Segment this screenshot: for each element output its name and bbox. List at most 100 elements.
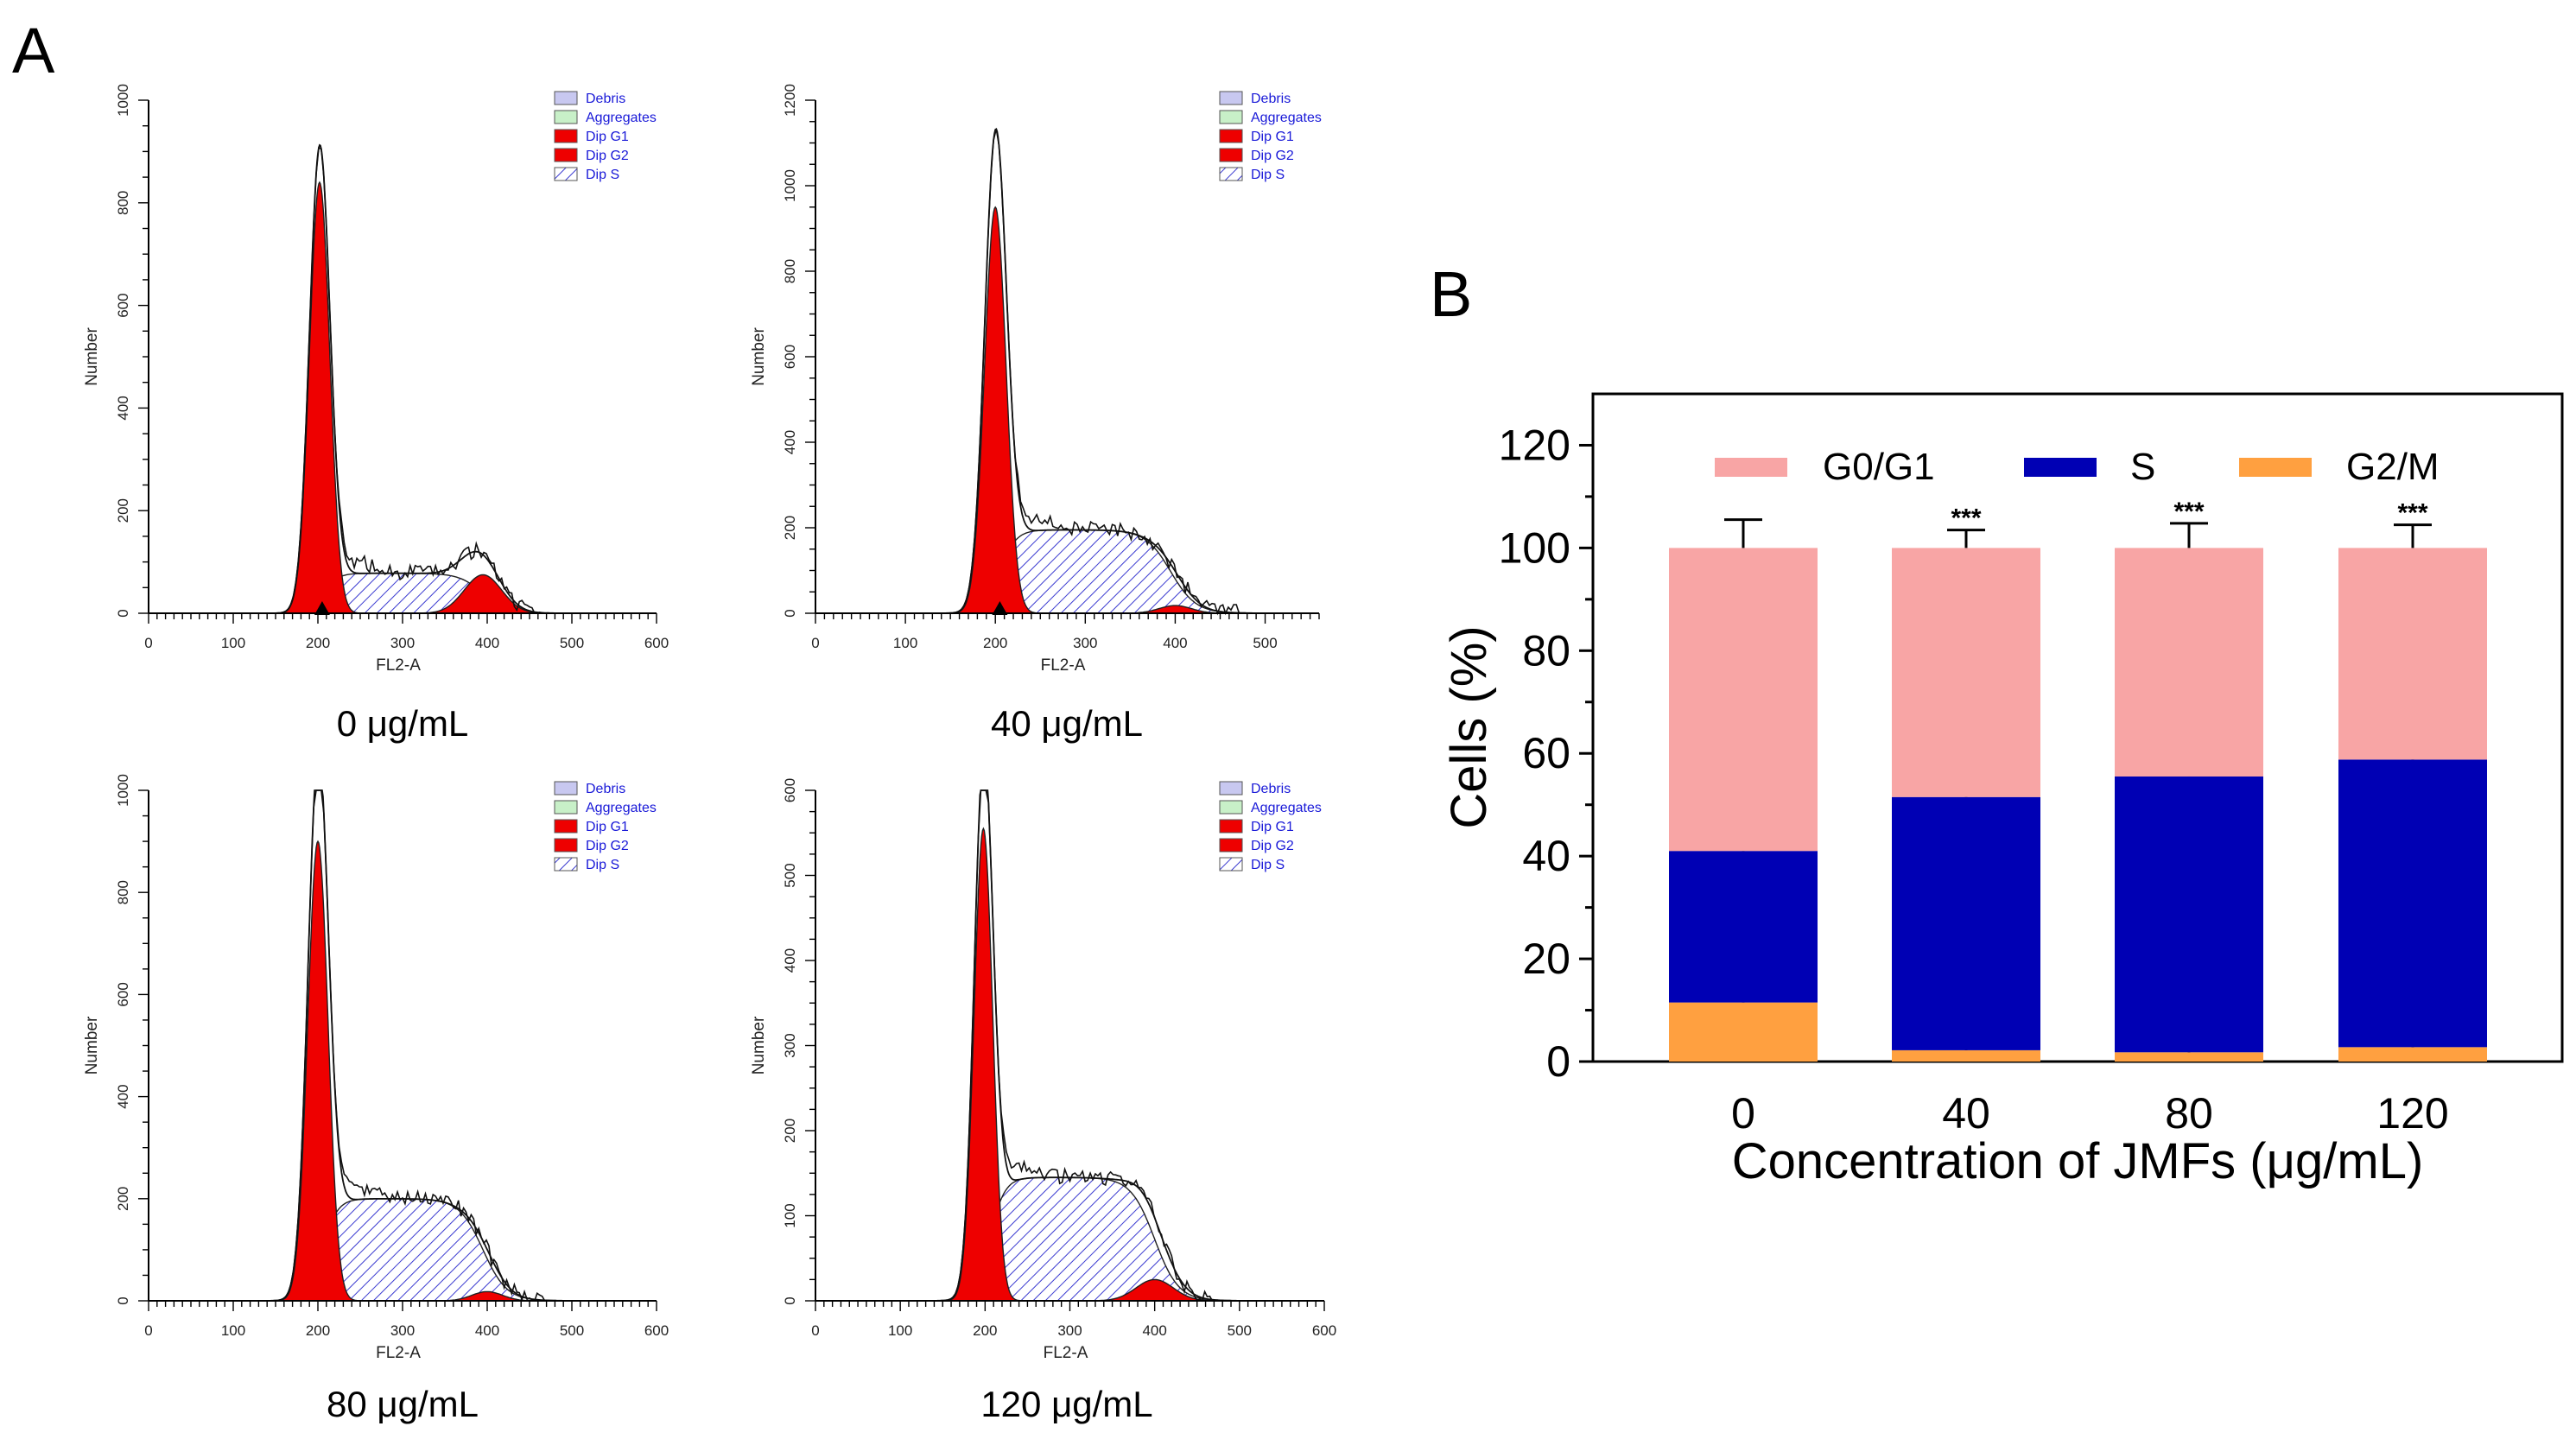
legend-swatch-debris <box>1219 781 1243 796</box>
legend-label: Debris <box>586 782 625 796</box>
legend-label: Dip G2 <box>586 839 629 853</box>
legend-swatch-aggregates <box>1219 800 1243 815</box>
y-tick-label: 200 <box>115 1187 131 1211</box>
y-axis-title: Number <box>750 1016 768 1074</box>
x-tick-label: 100 <box>221 635 245 651</box>
legend-label: Aggregates <box>1251 801 1322 815</box>
y-tick-label: 120 <box>1499 421 1570 469</box>
legend-swatch-dip-s <box>554 857 578 872</box>
legend-swatch-dip-g2 <box>1219 148 1243 162</box>
y-tick-label: 0 <box>782 609 798 617</box>
x-tick-label: 300 <box>1057 1322 1082 1339</box>
x-tick-label: 200 <box>306 1322 330 1339</box>
raw-data-line <box>149 146 570 614</box>
significance-marker: *** <box>2173 498 2204 526</box>
x-tick-label: 100 <box>893 635 917 651</box>
y-tick-label: 600 <box>115 293 131 317</box>
legend-swatch-aggregates <box>1219 110 1243 124</box>
legend-label: Dip G1 <box>586 820 629 834</box>
x-tick-label: 0 <box>144 1322 152 1339</box>
y-tick-label: 600 <box>115 982 131 1006</box>
bar-g2m-120 <box>2338 1047 2487 1062</box>
y-tick-label: 1200 <box>782 84 798 117</box>
bar-s-0 <box>1669 851 1818 1003</box>
y-axis-title: Number <box>83 327 101 386</box>
legend-label: Debris <box>1251 92 1291 106</box>
x-tick-label: 100 <box>221 1322 245 1339</box>
y-tick-label: 400 <box>782 430 798 454</box>
y-tick-label: 1000 <box>115 84 131 117</box>
y-tick-label: 400 <box>115 1084 131 1108</box>
y-tick-label: 600 <box>782 345 798 369</box>
legend-label: Dip G2 <box>586 149 629 163</box>
legend-swatch-g2m <box>2239 458 2312 477</box>
legend-label: Dip G1 <box>586 130 629 144</box>
legend-label: Dip G1 <box>1251 130 1294 144</box>
x-tick-label: 300 <box>390 635 415 651</box>
y-tick-label: 1000 <box>782 169 798 202</box>
y-tick-label: 0 <box>115 609 131 617</box>
y-tick-label: 400 <box>782 948 798 973</box>
x-tick-label: 0 <box>811 635 819 651</box>
g1-peak-area <box>269 181 371 614</box>
y-tick-label: 80 <box>1522 626 1570 675</box>
peak-marker-triangle <box>314 601 330 615</box>
panel-a-label: A <box>12 15 55 86</box>
x-tick-label: 200 <box>983 635 1007 651</box>
legend-label: G0/G1 <box>1823 446 1935 488</box>
x-tick-label: 500 <box>560 635 584 651</box>
x-tick-label: 400 <box>1163 635 1187 651</box>
legend-swatch-dip-g2 <box>1219 838 1243 853</box>
y-tick-label: 200 <box>115 498 131 523</box>
histogram-80-ug: 0 100 200 300 400 500 600 0 200 400 600 800 1000 FL2-… <box>83 774 669 1424</box>
y-axis-title: Cells (%) <box>1441 625 1497 828</box>
bar-s-120 <box>2338 759 2487 1048</box>
bar-s-40 <box>1892 796 2040 1050</box>
histogram-caption: 80 μg/mL <box>327 1384 479 1424</box>
y-tick-label: 0 <box>115 1296 131 1304</box>
y-tick-label: 600 <box>782 778 798 802</box>
legend-swatch-aggregates <box>554 110 578 124</box>
x-tick-label: 600 <box>644 635 669 651</box>
legend-label: Debris <box>586 92 625 106</box>
legend-label: Debris <box>1251 782 1291 796</box>
x-axis-title: FL2-A <box>376 1344 421 1362</box>
x-tick-label: 200 <box>306 635 330 651</box>
y-axis-title: Number <box>83 1016 101 1074</box>
plot-frame <box>1591 392 2564 1063</box>
peak-marker-triangle <box>992 601 1008 615</box>
y-axis-title: Number <box>750 327 768 386</box>
y-tick-label: 500 <box>782 863 798 887</box>
legend-label: Aggregates <box>1251 111 1322 125</box>
bar-g0g1-80 <box>2115 548 2263 777</box>
y-tick-label: 100 <box>782 1203 798 1227</box>
panel-b-label: B <box>1430 258 1472 330</box>
y-tick-label: 0 <box>1546 1037 1570 1086</box>
y-tick-label: 200 <box>782 1119 798 1143</box>
significance-marker: *** <box>2397 499 2427 528</box>
bar-s-80 <box>2115 776 2263 1053</box>
legend-label: Dip G1 <box>1251 820 1294 834</box>
x-tick-label: 500 <box>560 1322 584 1339</box>
x-tick-label: 0 <box>811 1322 819 1339</box>
x-tick-label: 300 <box>1073 635 1097 651</box>
bar-g2m-40 <box>1892 1049 2040 1062</box>
histogram-caption: 0 μg/mL <box>337 703 469 744</box>
y-tick-label: 800 <box>115 191 131 215</box>
legend-label: Dip S <box>1251 168 1285 182</box>
x-tick-label: 600 <box>644 1322 669 1339</box>
y-tick-label: 200 <box>782 516 798 540</box>
legend-swatch-s <box>2024 458 2097 477</box>
y-tick-label: 20 <box>1522 935 1570 983</box>
legend-label: Dip G2 <box>1251 149 1294 163</box>
x-tick-label: 120 <box>2376 1089 2448 1138</box>
legend-swatch-aggregates <box>554 800 578 815</box>
y-tick-label: 300 <box>782 1033 798 1057</box>
x-tick-label: 0 <box>1731 1089 1755 1138</box>
x-axis-title: FL2-A <box>376 656 421 675</box>
x-tick-label: 600 <box>1312 1322 1336 1339</box>
x-tick-label: 400 <box>1142 1322 1166 1339</box>
legend-label: Dip S <box>586 858 619 872</box>
y-tick-label: 800 <box>782 259 798 283</box>
legend-label: Dip S <box>586 168 619 182</box>
